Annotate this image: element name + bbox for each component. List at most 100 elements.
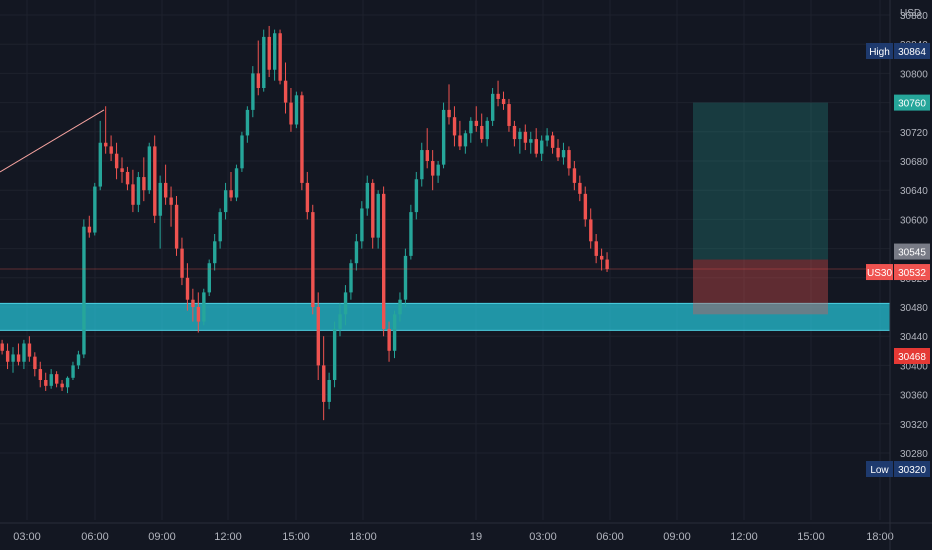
candle[interactable] bbox=[0, 339, 4, 355]
candle[interactable] bbox=[491, 88, 495, 126]
support-zone[interactable] bbox=[0, 303, 890, 331]
candle[interactable] bbox=[125, 166, 130, 191]
candle[interactable] bbox=[245, 106, 250, 143]
candle[interactable] bbox=[120, 157, 124, 183]
candle[interactable] bbox=[114, 142, 119, 180]
candle[interactable] bbox=[594, 234, 598, 264]
position-loss-zone[interactable] bbox=[693, 259, 828, 315]
candle[interactable] bbox=[376, 190, 380, 249]
candle[interactable] bbox=[589, 208, 593, 249]
candle[interactable] bbox=[278, 29, 282, 85]
candle[interactable] bbox=[496, 80, 500, 107]
candle[interactable] bbox=[44, 372, 48, 391]
candle[interactable] bbox=[109, 135, 113, 161]
candle[interactable] bbox=[360, 201, 364, 249]
candle[interactable] bbox=[267, 25, 271, 78]
candle[interactable] bbox=[174, 196, 179, 256]
candle[interactable] bbox=[441, 102, 446, 169]
candle[interactable] bbox=[27, 336, 32, 362]
candle[interactable] bbox=[518, 128, 522, 154]
candle[interactable] bbox=[93, 182, 97, 236]
candle[interactable] bbox=[223, 182, 228, 220]
candle[interactable] bbox=[256, 40, 261, 96]
candle[interactable] bbox=[398, 292, 402, 322]
candle[interactable] bbox=[474, 106, 479, 132]
candle[interactable] bbox=[365, 175, 370, 216]
candle[interactable] bbox=[169, 186, 173, 227]
candle[interactable] bbox=[273, 29, 277, 81]
candle[interactable] bbox=[371, 179, 375, 249]
candle[interactable] bbox=[332, 321, 337, 388]
candle[interactable] bbox=[142, 157, 146, 202]
candle[interactable] bbox=[387, 321, 391, 362]
candle[interactable] bbox=[207, 259, 211, 297]
candle[interactable] bbox=[338, 303, 342, 337]
candle[interactable] bbox=[196, 292, 201, 333]
candle[interactable] bbox=[382, 186, 386, 337]
candle[interactable] bbox=[49, 369, 53, 389]
candle[interactable] bbox=[185, 263, 190, 311]
candle[interactable] bbox=[534, 128, 538, 158]
candle[interactable] bbox=[218, 208, 222, 249]
candle[interactable] bbox=[262, 29, 266, 92]
candle[interactable] bbox=[485, 117, 489, 147]
candle[interactable] bbox=[180, 237, 184, 286]
candle[interactable] bbox=[11, 347, 15, 373]
candle[interactable] bbox=[480, 113, 484, 143]
candle[interactable] bbox=[605, 252, 609, 272]
position-profit-zone[interactable] bbox=[693, 102, 828, 260]
candle[interactable] bbox=[349, 259, 353, 300]
candle[interactable] bbox=[305, 171, 310, 220]
candle[interactable] bbox=[578, 175, 582, 202]
candle[interactable] bbox=[431, 150, 435, 191]
candle[interactable] bbox=[98, 120, 102, 191]
candle[interactable] bbox=[104, 106, 108, 154]
candle[interactable] bbox=[458, 120, 462, 151]
candle[interactable] bbox=[251, 66, 255, 118]
candle[interactable] bbox=[523, 124, 528, 151]
candle[interactable] bbox=[16, 343, 21, 366]
candle[interactable] bbox=[76, 350, 81, 370]
candle[interactable] bbox=[529, 131, 533, 154]
candle[interactable] bbox=[556, 139, 560, 161]
candle[interactable] bbox=[33, 352, 37, 377]
candle[interactable] bbox=[452, 106, 457, 147]
trend-line[interactable] bbox=[0, 109, 105, 173]
candle[interactable] bbox=[158, 175, 162, 249]
candle[interactable] bbox=[403, 248, 408, 307]
candle[interactable] bbox=[60, 380, 64, 391]
candle[interactable] bbox=[191, 288, 195, 322]
candle[interactable] bbox=[567, 146, 571, 176]
candle[interactable] bbox=[240, 131, 244, 172]
candle[interactable] bbox=[572, 161, 577, 191]
candle[interactable] bbox=[425, 128, 429, 169]
candle[interactable] bbox=[392, 310, 397, 359]
candle[interactable] bbox=[469, 117, 473, 143]
candle[interactable] bbox=[322, 336, 326, 421]
candle[interactable] bbox=[447, 84, 451, 125]
candle[interactable] bbox=[311, 204, 315, 315]
candle[interactable] bbox=[561, 142, 566, 165]
candle[interactable] bbox=[583, 186, 588, 227]
candle[interactable] bbox=[463, 130, 468, 154]
candle[interactable] bbox=[327, 372, 331, 410]
candle[interactable] bbox=[420, 142, 424, 187]
candle[interactable] bbox=[436, 161, 440, 183]
candle[interactable] bbox=[289, 88, 293, 132]
candle[interactable] bbox=[294, 91, 299, 129]
candle[interactable] bbox=[300, 91, 304, 191]
candle[interactable] bbox=[316, 292, 320, 380]
candle[interactable] bbox=[202, 288, 206, 326]
candle[interactable] bbox=[71, 361, 75, 380]
candle[interactable] bbox=[65, 376, 70, 394]
candle[interactable] bbox=[87, 215, 92, 238]
candle[interactable] bbox=[153, 135, 157, 224]
candle[interactable] bbox=[501, 91, 506, 110]
candle[interactable] bbox=[234, 164, 239, 202]
candle[interactable] bbox=[283, 62, 288, 114]
candle[interactable] bbox=[354, 234, 359, 271]
candle[interactable] bbox=[147, 142, 152, 194]
candle[interactable] bbox=[22, 339, 26, 370]
candle[interactable] bbox=[507, 98, 511, 132]
